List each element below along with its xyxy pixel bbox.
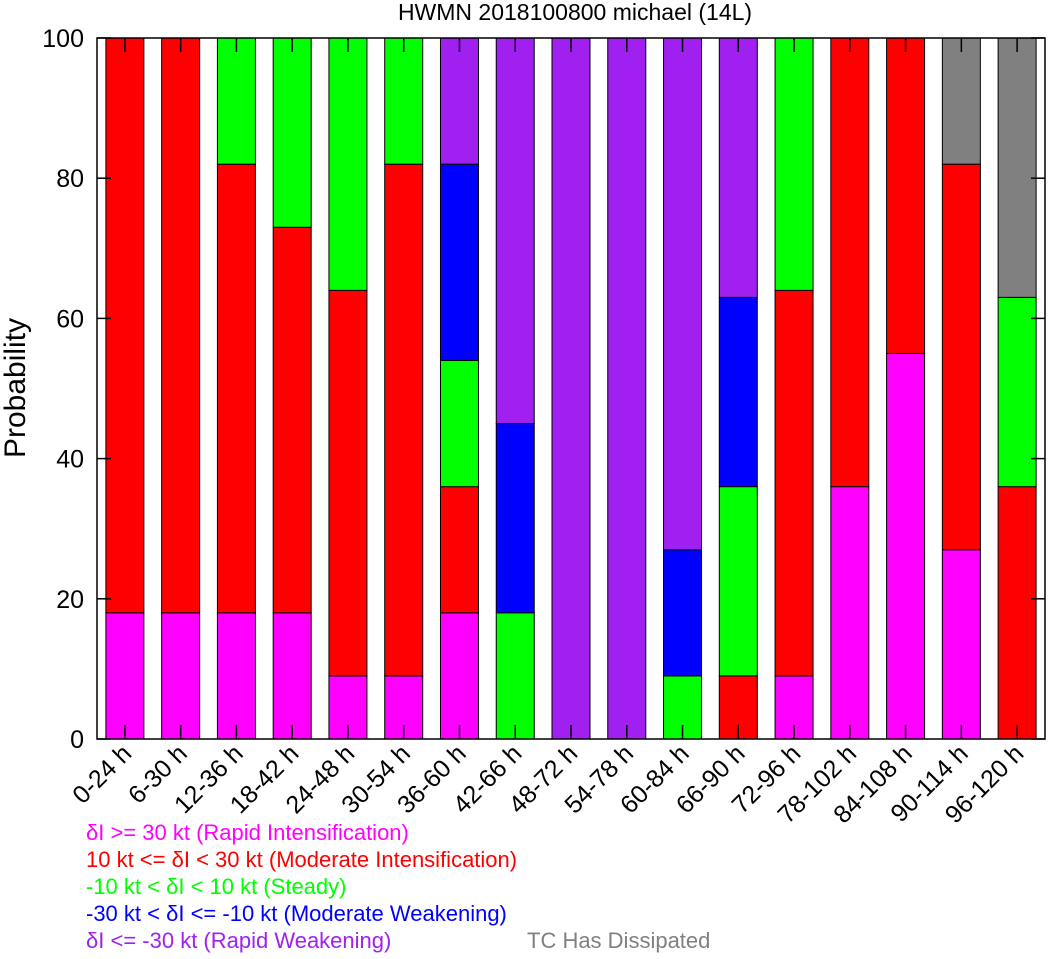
y-tick-label: 40 <box>56 446 84 474</box>
bar-segment-48-72h-s4 <box>551 37 591 740</box>
bar-segment-12-36h-s0 <box>216 612 256 740</box>
bar-segment-0-24h-s0 <box>105 612 145 740</box>
bar-segment-24-48h-s1 <box>328 289 368 677</box>
bar-segment-42-66h-s4 <box>495 37 535 425</box>
legend-item: δI <= -30 kt (Rapid Weakening) <box>86 928 391 954</box>
bar-segment-18-42h-s0 <box>272 612 312 740</box>
legend-item-label: I < 30 kt (Moderate Intensification) <box>183 847 518 872</box>
legend-item-prefix: -30 kt < δ <box>86 901 179 926</box>
bar-segment-96-120h-s2 <box>997 296 1037 488</box>
bar-segment-30-54h-s1 <box>384 163 424 677</box>
bar-segment-60-84h-s3 <box>663 549 703 677</box>
legend-item-label: I >= 30 kt (Rapid Intensification) <box>98 820 409 845</box>
bar-segment-72-96h-s2 <box>774 37 814 291</box>
legend-item-label: I < 10 kt (Steady) <box>178 874 347 899</box>
y-tick-label: 60 <box>56 305 84 333</box>
legend-item-label: I <= -30 kt (Rapid Weakening) <box>98 928 392 953</box>
y-tick-label: 100 <box>42 25 84 53</box>
bar-segment-72-96h-s1 <box>774 289 814 677</box>
bar-segment-30-54h-s2 <box>384 37 424 165</box>
legend-item: -10 kt < δI < 10 kt (Steady) <box>86 874 346 900</box>
bar-segment-96-120h-s1 <box>997 486 1037 740</box>
bar-segment-24-48h-s2 <box>328 37 368 291</box>
y-tick-label: 80 <box>56 165 84 193</box>
legend-item: 10 kt <= δI < 30 kt (Moderate Intensific… <box>86 847 517 873</box>
bar-segment-66-90h-s2 <box>718 486 758 677</box>
bar-segment-42-66h-s3 <box>495 423 535 614</box>
bar-segment-78-102h-s0 <box>830 486 870 740</box>
legend-item-prefix: δ <box>86 928 99 953</box>
bar-segment-18-42h-s1 <box>272 226 312 614</box>
bars-group <box>105 37 1037 740</box>
bar-segment-6-30h-s0 <box>161 612 201 740</box>
bar-segment-84-108h-s0 <box>886 352 926 740</box>
bar-segment-12-36h-s1 <box>216 163 256 614</box>
legend-item-label: TC Has Dissipated <box>527 928 711 953</box>
legend-item-prefix: 10 kt <= δ <box>86 847 184 872</box>
bar-segment-54-78h-s4 <box>607 37 647 740</box>
bar-segment-78-102h-s1 <box>830 37 870 488</box>
legend-item: δI >= 30 kt (Rapid Intensification) <box>86 820 409 846</box>
legend-item: -30 kt < δI <= -10 kt (Moderate Weakenin… <box>86 901 507 927</box>
y-axis-label: Probability <box>0 318 32 458</box>
bar-segment-96-120h-s5 <box>997 37 1037 298</box>
bar-segment-0-24h-s1 <box>105 37 145 614</box>
bar-segment-12-36h-s2 <box>216 37 256 165</box>
legend-item-prefix: δ <box>86 820 99 845</box>
bar-segment-84-108h-s1 <box>886 37 926 354</box>
bar-segment-36-60h-s3 <box>439 163 479 361</box>
bar-segment-90-114h-s5 <box>941 37 981 165</box>
legend-item: TC Has Dissipated <box>527 928 710 954</box>
bar-segment-66-90h-s4 <box>718 37 758 298</box>
y-tick-label: 0 <box>70 726 84 754</box>
bar-segment-18-42h-s2 <box>272 37 312 228</box>
bar-segment-90-114h-s1 <box>941 163 981 551</box>
bar-segment-6-30h-s1 <box>161 37 201 614</box>
bar-segment-36-60h-s0 <box>439 612 479 740</box>
bar-segment-36-60h-s2 <box>439 359 479 488</box>
bar-segment-60-84h-s4 <box>663 37 703 551</box>
legend-item-prefix: -10 kt < δ <box>86 874 179 899</box>
bar-segment-36-60h-s4 <box>439 37 479 165</box>
bar-segment-66-90h-s3 <box>718 296 758 488</box>
chart-title: HWMN 2018100800 michael (14L) <box>398 0 752 25</box>
legend-item-label: I <= -10 kt (Moderate Weakening) <box>178 901 507 926</box>
bar-segment-42-66h-s2 <box>495 612 535 740</box>
bar-segment-36-60h-s1 <box>439 486 479 614</box>
bar-segment-90-114h-s0 <box>941 549 981 740</box>
y-tick-label: 20 <box>56 586 84 614</box>
